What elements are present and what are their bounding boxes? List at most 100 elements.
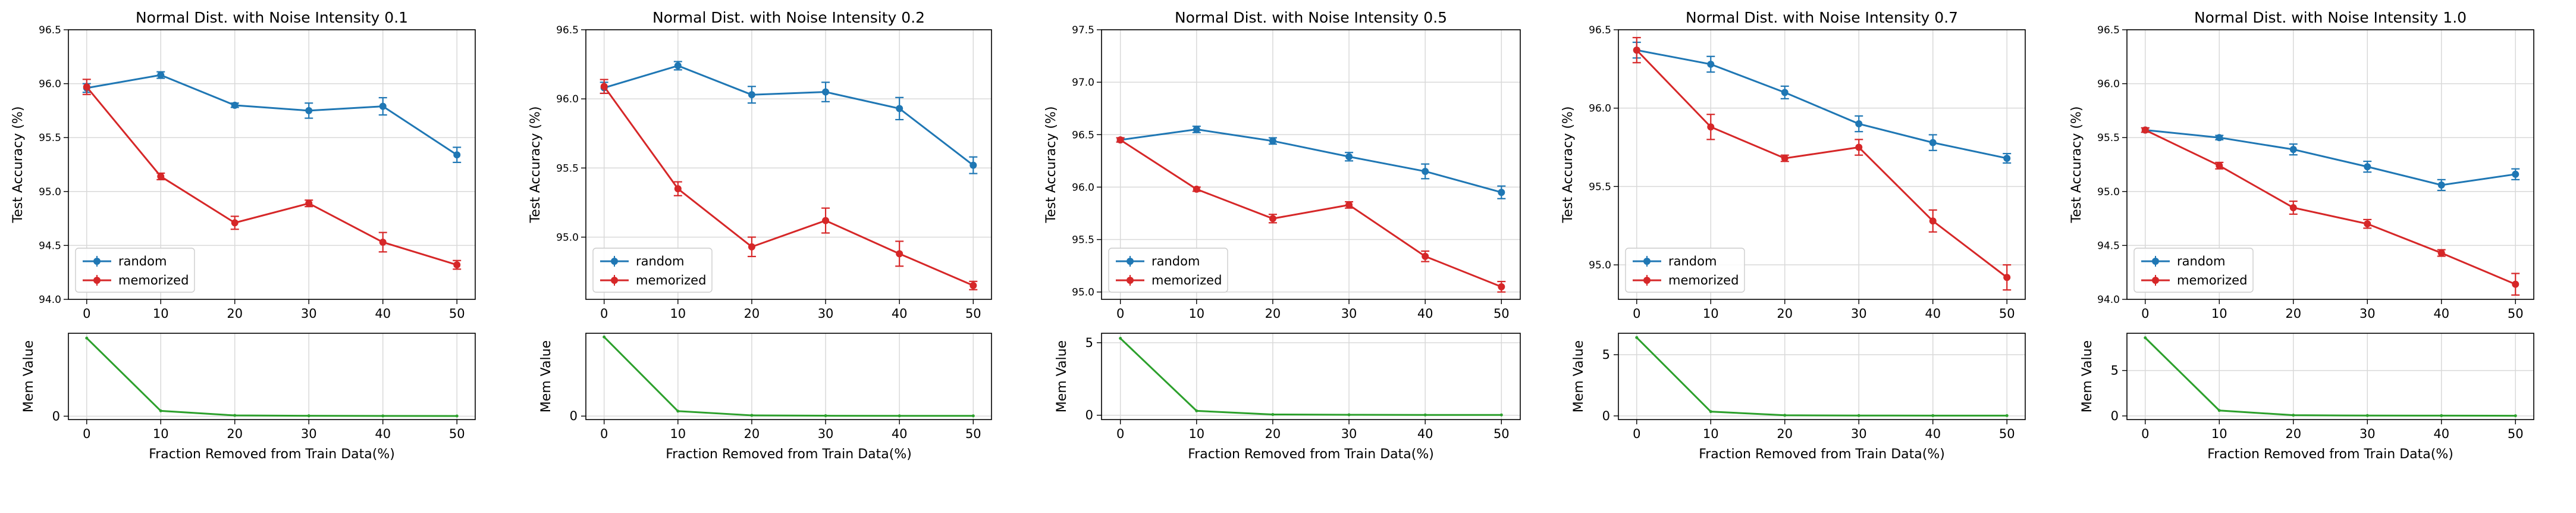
- x-tick-label: 0: [2141, 306, 2149, 321]
- x-tick-label: 0: [1633, 306, 1640, 321]
- legend: random memorized: [592, 248, 713, 293]
- chart-title: Normal Dist. with Noise Intensity 0.1: [136, 9, 408, 26]
- data-point-memorized: [379, 238, 387, 246]
- x-tick-label: 30: [818, 306, 834, 321]
- y-tick-label: 95.0: [1589, 259, 1611, 271]
- y-tick-label: 96.0: [39, 79, 61, 90]
- mem-x-tick-label: 10: [153, 427, 169, 441]
- y-tick-label: 96.5: [556, 24, 579, 36]
- x-axis-label: Fraction Removed from Train Data(%): [1188, 447, 1434, 462]
- data-point-memorized: [2437, 249, 2445, 257]
- y-tick-label: 96.0: [2097, 79, 2120, 90]
- data-point-random: [379, 102, 387, 110]
- legend-swatch-marker: [1127, 258, 1134, 265]
- mem-y-tick-label: 5: [1085, 336, 1093, 350]
- x-tick-label: 20: [1265, 306, 1281, 321]
- data-point-random: [1269, 137, 1276, 145]
- legend-entry: random: [1668, 254, 1717, 268]
- mem-x-tick-label: 20: [744, 427, 760, 441]
- mem-x-tick-label: 50: [965, 427, 981, 441]
- x-tick-label: 40: [1417, 306, 1433, 321]
- y-tick-label: 95.5: [1072, 234, 1094, 246]
- plot-frame: [1618, 29, 2026, 300]
- x-axis-label: Fraction Removed from Train Data(%): [2207, 447, 2453, 462]
- x-tick-label: 40: [2433, 306, 2449, 321]
- mem-data-point: [1347, 413, 1351, 417]
- data-point-random: [2437, 181, 2445, 189]
- y-tick-label: 96.0: [1589, 103, 1611, 115]
- data-point-random: [2512, 170, 2519, 178]
- data-point-memorized: [2003, 274, 2011, 281]
- x-tick-label: 10: [670, 306, 686, 321]
- mem-data-point: [1783, 414, 1787, 417]
- legend-entry: random: [1151, 254, 1200, 268]
- mem-y-tick-label: 5: [1602, 348, 1610, 362]
- mem-data-point: [233, 414, 237, 417]
- x-tick-label: 40: [1925, 306, 1941, 321]
- legend: random memorized: [1108, 248, 1228, 293]
- mem-x-tick-label: 30: [1851, 427, 1867, 441]
- mem-plot-frame: [1618, 333, 2026, 420]
- mem-data-point: [2005, 414, 2009, 417]
- data-point-memorized: [83, 83, 90, 91]
- y-tick-label: 95.0: [1072, 287, 1094, 299]
- legend: random memorized: [1625, 248, 1745, 293]
- legend-swatch-marker: [611, 277, 618, 284]
- mem-y-tick-label: 0: [2111, 409, 2119, 423]
- x-tick-label: 20: [1777, 306, 1793, 321]
- x-tick-label: 30: [301, 306, 317, 321]
- data-point-memorized: [305, 199, 313, 207]
- mem-x-tick-label: 0: [600, 427, 608, 441]
- data-point-memorized: [1116, 136, 1124, 144]
- data-point-random: [1929, 139, 1937, 146]
- mem-data-point: [2144, 336, 2147, 340]
- x-tick-label: 40: [892, 306, 908, 321]
- y-tick-label: 95.5: [2097, 132, 2120, 144]
- x-tick-label: 0: [600, 306, 608, 321]
- mem-plot-frame: [68, 333, 476, 420]
- data-point-random: [1498, 189, 1505, 196]
- legend-swatch-marker: [1643, 277, 1651, 284]
- mem-y-tick-label: 5: [2111, 364, 2119, 378]
- mem-value-line: [1119, 337, 1502, 416]
- chart-title: Normal Dist. with Noise Intensity 0.7: [1686, 9, 1958, 26]
- mem-data-point: [2514, 414, 2517, 418]
- chart-panel-2: 95.0 95.5 96.0 96.5 0 10 20 30 40 50 Normal Dist. …: [528, 9, 992, 462]
- mem-data-point: [455, 414, 459, 418]
- data-point-random: [1345, 153, 1353, 161]
- y-tick-label: 95.0: [2097, 186, 2120, 198]
- x-tick-label: 50: [1493, 306, 1510, 321]
- mem-x-tick-label: 0: [2141, 427, 2149, 441]
- mem-value-line: [1636, 337, 2007, 417]
- mem-y-tick-label: 0: [1602, 409, 1610, 423]
- mem-data-point: [2217, 409, 2221, 412]
- legend-entry: memorized: [636, 273, 706, 287]
- chart-title: Normal Dist. with Noise Intensity 1.0: [2194, 9, 2467, 26]
- mem-data-point: [1499, 413, 1503, 417]
- y-axis-label: Test Accuracy (%): [528, 107, 543, 224]
- x-tick-label: 30: [1341, 306, 1357, 321]
- mem-x-tick-label: 50: [2508, 427, 2524, 441]
- x-axis-label: Fraction Removed from Train Data(%): [1699, 447, 1945, 462]
- legend-entry: random: [636, 254, 684, 268]
- y-tick-label: 95.5: [556, 162, 579, 174]
- data-point-memorized: [896, 250, 903, 258]
- data-point-random: [2216, 134, 2223, 142]
- mem-x-tick-label: 20: [1265, 427, 1281, 441]
- series-line-random: [1120, 128, 1502, 193]
- y-tick-label: 96.0: [556, 93, 579, 105]
- legend: random memorized: [75, 248, 195, 293]
- data-point-memorized: [822, 217, 830, 224]
- y-tick-label: 96.5: [1072, 129, 1094, 141]
- mem-data-point: [676, 409, 680, 413]
- x-tick-label: 50: [1999, 306, 2015, 321]
- y-tick-label: 96.5: [39, 24, 61, 36]
- data-point-memorized: [748, 243, 755, 251]
- mem-data-point: [1709, 410, 1712, 414]
- legend-entry: random: [118, 254, 167, 268]
- data-point-random: [231, 101, 239, 109]
- data-point-memorized: [1781, 154, 1789, 162]
- legend-swatch-marker: [1643, 258, 1651, 265]
- mem-data-point: [307, 414, 310, 418]
- chart-panel-1: 94.0 94.5 95.0 95.5 96.0 96.5 0 10 20 30 40 50 Norma…: [11, 9, 476, 462]
